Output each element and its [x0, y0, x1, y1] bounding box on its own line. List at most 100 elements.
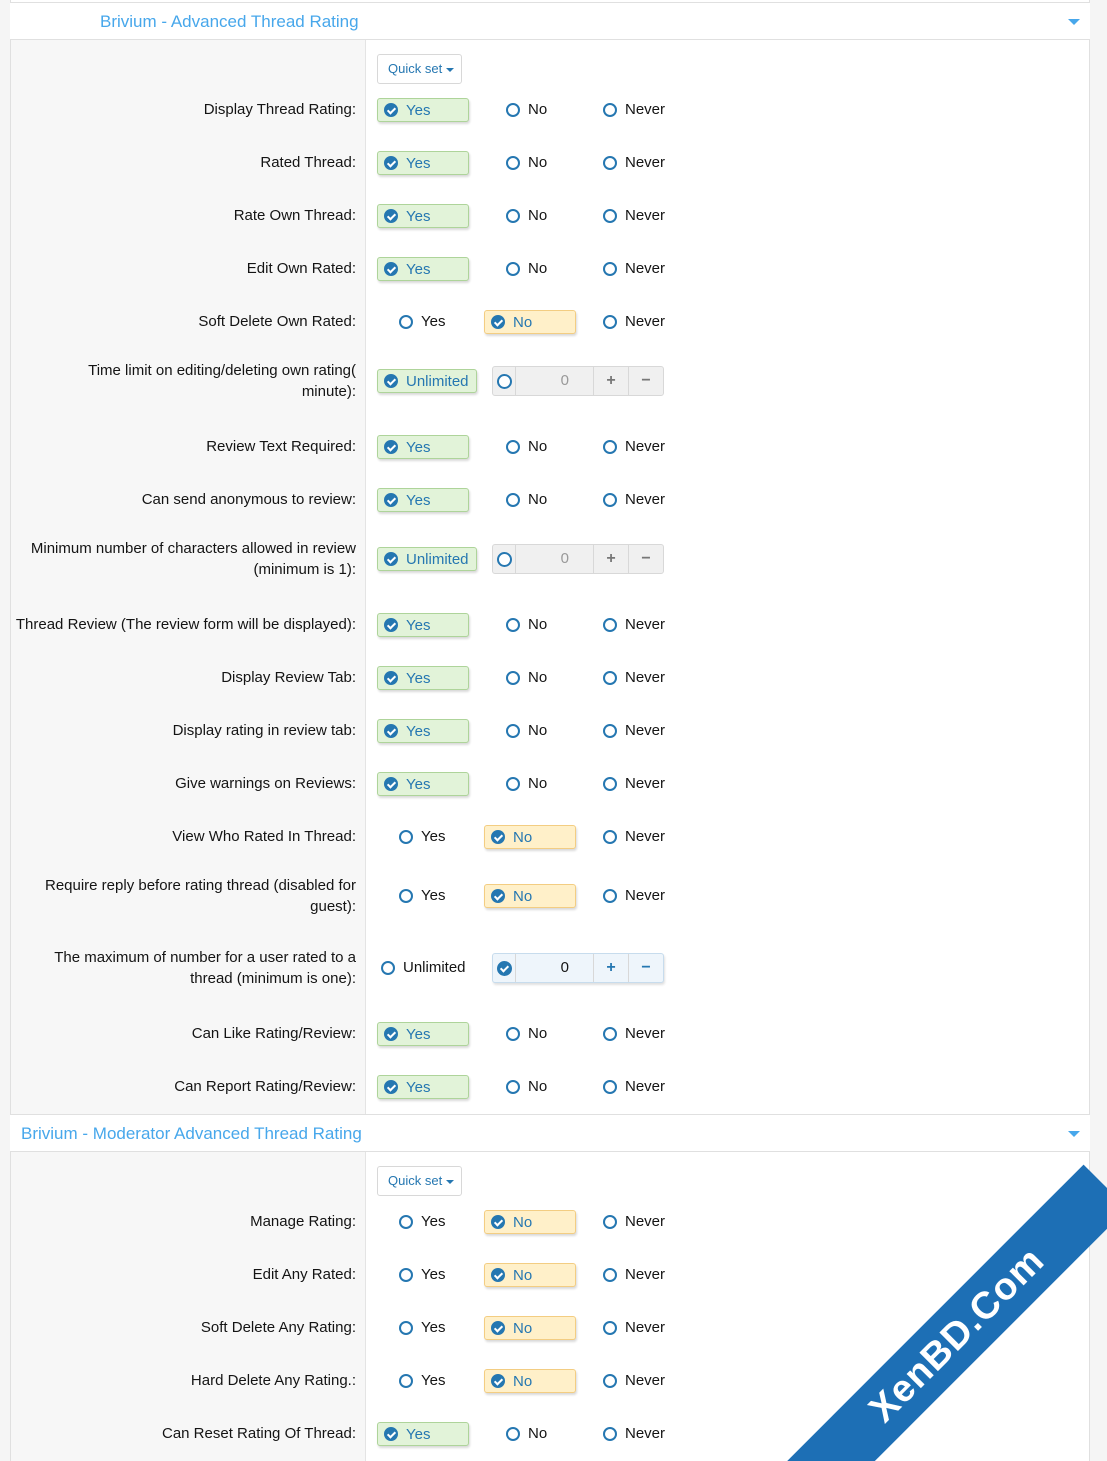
option-no[interactable]: No [504, 1422, 547, 1446]
option-no[interactable]: No [484, 1369, 576, 1393]
option-yes[interactable]: Yes [377, 1422, 469, 1446]
option-no[interactable]: No [504, 1075, 547, 1099]
option-yes[interactable]: Yes [377, 98, 469, 122]
option-never[interactable]: Never [601, 1022, 665, 1046]
option-yes[interactable]: Yes [377, 772, 469, 796]
option-no[interactable]: No [504, 257, 547, 281]
option-no-text: No [528, 491, 548, 508]
section-header[interactable]: Brivium - Moderator Advanced Thread Rati… [10, 1114, 1090, 1152]
option-no[interactable]: No [504, 435, 547, 459]
number-input[interactable]: 0 [515, 954, 587, 982]
number-stepper[interactable]: 0 + − [492, 953, 664, 983]
option-yes[interactable]: Yes [377, 435, 469, 459]
option-never[interactable]: Never [601, 884, 665, 908]
option-never[interactable]: Never [601, 310, 665, 334]
option-never[interactable]: Never [601, 1316, 665, 1340]
option-never[interactable]: Never [601, 488, 665, 512]
option-no[interactable]: No [504, 1022, 547, 1046]
radio-icon[interactable] [497, 552, 512, 567]
option-never[interactable]: Never [601, 1422, 665, 1446]
radio-icon [399, 830, 413, 844]
option-no-text: No [528, 1425, 548, 1442]
collapse-caret-icon[interactable] [1068, 1131, 1080, 1137]
quick-set-button[interactable]: Quick set [377, 1166, 462, 1196]
option-yes[interactable]: Yes [397, 1369, 445, 1393]
option-yes[interactable]: Yes [397, 1210, 445, 1234]
option-no[interactable]: No [504, 719, 547, 743]
option-yes[interactable]: Yes [377, 613, 469, 637]
decrement-button[interactable]: − [628, 545, 663, 573]
option-unlimited[interactable]: Unlimited [377, 369, 477, 393]
radio-icon[interactable] [497, 961, 512, 976]
row-label: View Who Rated In Thread: [11, 826, 356, 847]
option-never[interactable]: Never [601, 151, 665, 175]
increment-button[interactable]: + [593, 954, 628, 982]
option-yes[interactable]: Yes [397, 310, 445, 334]
option-yes[interactable]: Yes [377, 1022, 469, 1046]
option-no[interactable]: No [484, 825, 576, 849]
number-input[interactable]: 0 [515, 367, 587, 395]
option-no[interactable]: No [504, 151, 547, 175]
option-no-text: No [528, 1078, 548, 1095]
option-yes[interactable]: Yes [397, 884, 445, 908]
option-yes[interactable]: Yes [377, 719, 469, 743]
option-no[interactable]: No [484, 884, 576, 908]
number-stepper[interactable]: 0 + − [492, 366, 664, 396]
option-unlimited[interactable]: Unlimited [379, 956, 466, 980]
option-never[interactable]: Never [601, 257, 665, 281]
option-never-text: Never [625, 828, 666, 845]
number-stepper[interactable]: 0 + − [492, 544, 664, 574]
option-no[interactable]: No [504, 772, 547, 796]
option-unlimited[interactable]: Unlimited [377, 547, 477, 571]
option-no[interactable]: No [484, 1210, 576, 1234]
option-never[interactable]: Never [601, 204, 665, 228]
decrement-button[interactable]: − [628, 367, 663, 395]
option-never[interactable]: Never [601, 98, 665, 122]
option-never[interactable]: Never [601, 1369, 665, 1393]
option-yes[interactable]: Yes [397, 1316, 445, 1340]
option-never[interactable]: Never [601, 613, 665, 637]
option-no[interactable]: No [484, 1316, 576, 1340]
option-yes[interactable]: Yes [377, 257, 469, 281]
option-never[interactable]: Never [601, 1210, 665, 1234]
radio-icon[interactable] [497, 374, 512, 389]
radio-icon [384, 209, 398, 223]
option-never[interactable]: Never [601, 435, 665, 459]
option-never[interactable]: Never [601, 772, 665, 796]
option-no[interactable]: No [504, 488, 547, 512]
increment-button[interactable]: + [593, 367, 628, 395]
number-input[interactable]: 0 [515, 545, 587, 573]
decrement-button[interactable]: − [628, 954, 663, 982]
option-yes[interactable]: Yes [397, 825, 445, 849]
quick-set-label: Quick set [388, 1173, 443, 1188]
option-no[interactable]: No [484, 310, 576, 334]
option-no[interactable]: No [504, 98, 547, 122]
option-no[interactable]: No [504, 613, 547, 637]
collapse-caret-icon[interactable] [1068, 19, 1080, 25]
row-label-line: thread (minimum is one): [190, 970, 356, 987]
option-no[interactable]: No [504, 666, 547, 690]
option-yes[interactable]: Yes [397, 1263, 445, 1287]
option-yes[interactable]: Yes [377, 666, 469, 690]
option-never[interactable]: Never [601, 825, 665, 849]
section-header[interactable]: Brivium - Advanced Thread Rating [10, 2, 1090, 40]
radio-icon [506, 777, 520, 791]
option-yes[interactable]: Yes [377, 204, 469, 228]
option-yes[interactable]: Yes [377, 151, 469, 175]
increment-button[interactable]: + [593, 545, 628, 573]
option-never[interactable]: Never [601, 666, 665, 690]
option-no[interactable]: No [484, 1263, 576, 1287]
section-title[interactable]: Brivium - Advanced Thread Rating [100, 12, 359, 31]
radio-icon [399, 1321, 413, 1335]
radio-icon [384, 671, 398, 685]
option-yes[interactable]: Yes [377, 1075, 469, 1099]
option-never[interactable]: Never [601, 719, 665, 743]
row-label: Time limit on editing/deleting own ratin… [11, 360, 356, 402]
section-title[interactable]: Brivium - Moderator Advanced Thread Rati… [21, 1124, 362, 1143]
option-yes[interactable]: Yes [377, 488, 469, 512]
option-never[interactable]: Never [601, 1263, 665, 1287]
quick-set-button[interactable]: Quick set [377, 54, 462, 84]
option-no[interactable]: No [504, 204, 547, 228]
option-never[interactable]: Never [601, 1075, 665, 1099]
radio-icon [506, 103, 520, 117]
